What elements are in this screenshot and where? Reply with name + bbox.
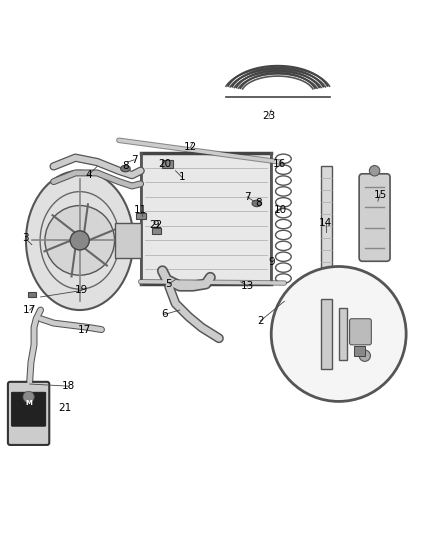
FancyBboxPatch shape	[350, 319, 371, 345]
Bar	[141, 154, 271, 284]
Ellipse shape	[26, 171, 134, 310]
Circle shape	[271, 266, 406, 401]
Text: 8: 8	[255, 198, 261, 208]
Bar	[162, 160, 173, 168]
Text: 3: 3	[22, 233, 28, 243]
Bar	[321, 299, 332, 369]
Text: 9: 9	[152, 220, 159, 230]
Text: 14: 14	[319, 218, 332, 228]
Text: 21: 21	[58, 403, 71, 413]
Text: M: M	[25, 400, 32, 406]
Bar	[136, 213, 146, 220]
Ellipse shape	[252, 200, 261, 207]
Circle shape	[70, 231, 89, 250]
Text: 11: 11	[134, 205, 147, 215]
Text: 8: 8	[122, 161, 129, 172]
Text: 7: 7	[244, 192, 251, 202]
Text: 23: 23	[262, 111, 276, 122]
Text: 10: 10	[273, 205, 286, 215]
Ellipse shape	[120, 165, 130, 172]
Circle shape	[369, 166, 380, 176]
Circle shape	[23, 391, 34, 402]
Text: 17: 17	[23, 305, 36, 315]
Text: 9: 9	[268, 257, 275, 267]
Text: 18: 18	[62, 381, 75, 391]
Text: 20: 20	[158, 159, 171, 169]
Text: 12: 12	[184, 142, 198, 152]
Text: 7: 7	[131, 155, 138, 165]
Text: 16: 16	[273, 159, 286, 169]
Text: 15: 15	[374, 190, 387, 200]
Bar	[339, 308, 347, 360]
Text: 5: 5	[166, 279, 172, 289]
Bar	[354, 346, 365, 356]
Bar	[321, 166, 332, 286]
Text: 19: 19	[75, 286, 88, 295]
FancyBboxPatch shape	[8, 382, 49, 445]
Bar	[115, 223, 141, 258]
Text: 4: 4	[85, 170, 92, 180]
Text: 13: 13	[240, 281, 254, 291]
Text: 1: 1	[179, 172, 185, 182]
Bar	[28, 292, 36, 297]
Text: 17: 17	[78, 325, 91, 335]
FancyBboxPatch shape	[359, 174, 390, 261]
Circle shape	[359, 350, 371, 361]
Circle shape	[45, 206, 115, 275]
Text: 2: 2	[257, 316, 264, 326]
Text: 22: 22	[149, 220, 162, 230]
Text: 6: 6	[161, 309, 168, 319]
Bar	[152, 228, 161, 234]
FancyBboxPatch shape	[11, 392, 46, 426]
